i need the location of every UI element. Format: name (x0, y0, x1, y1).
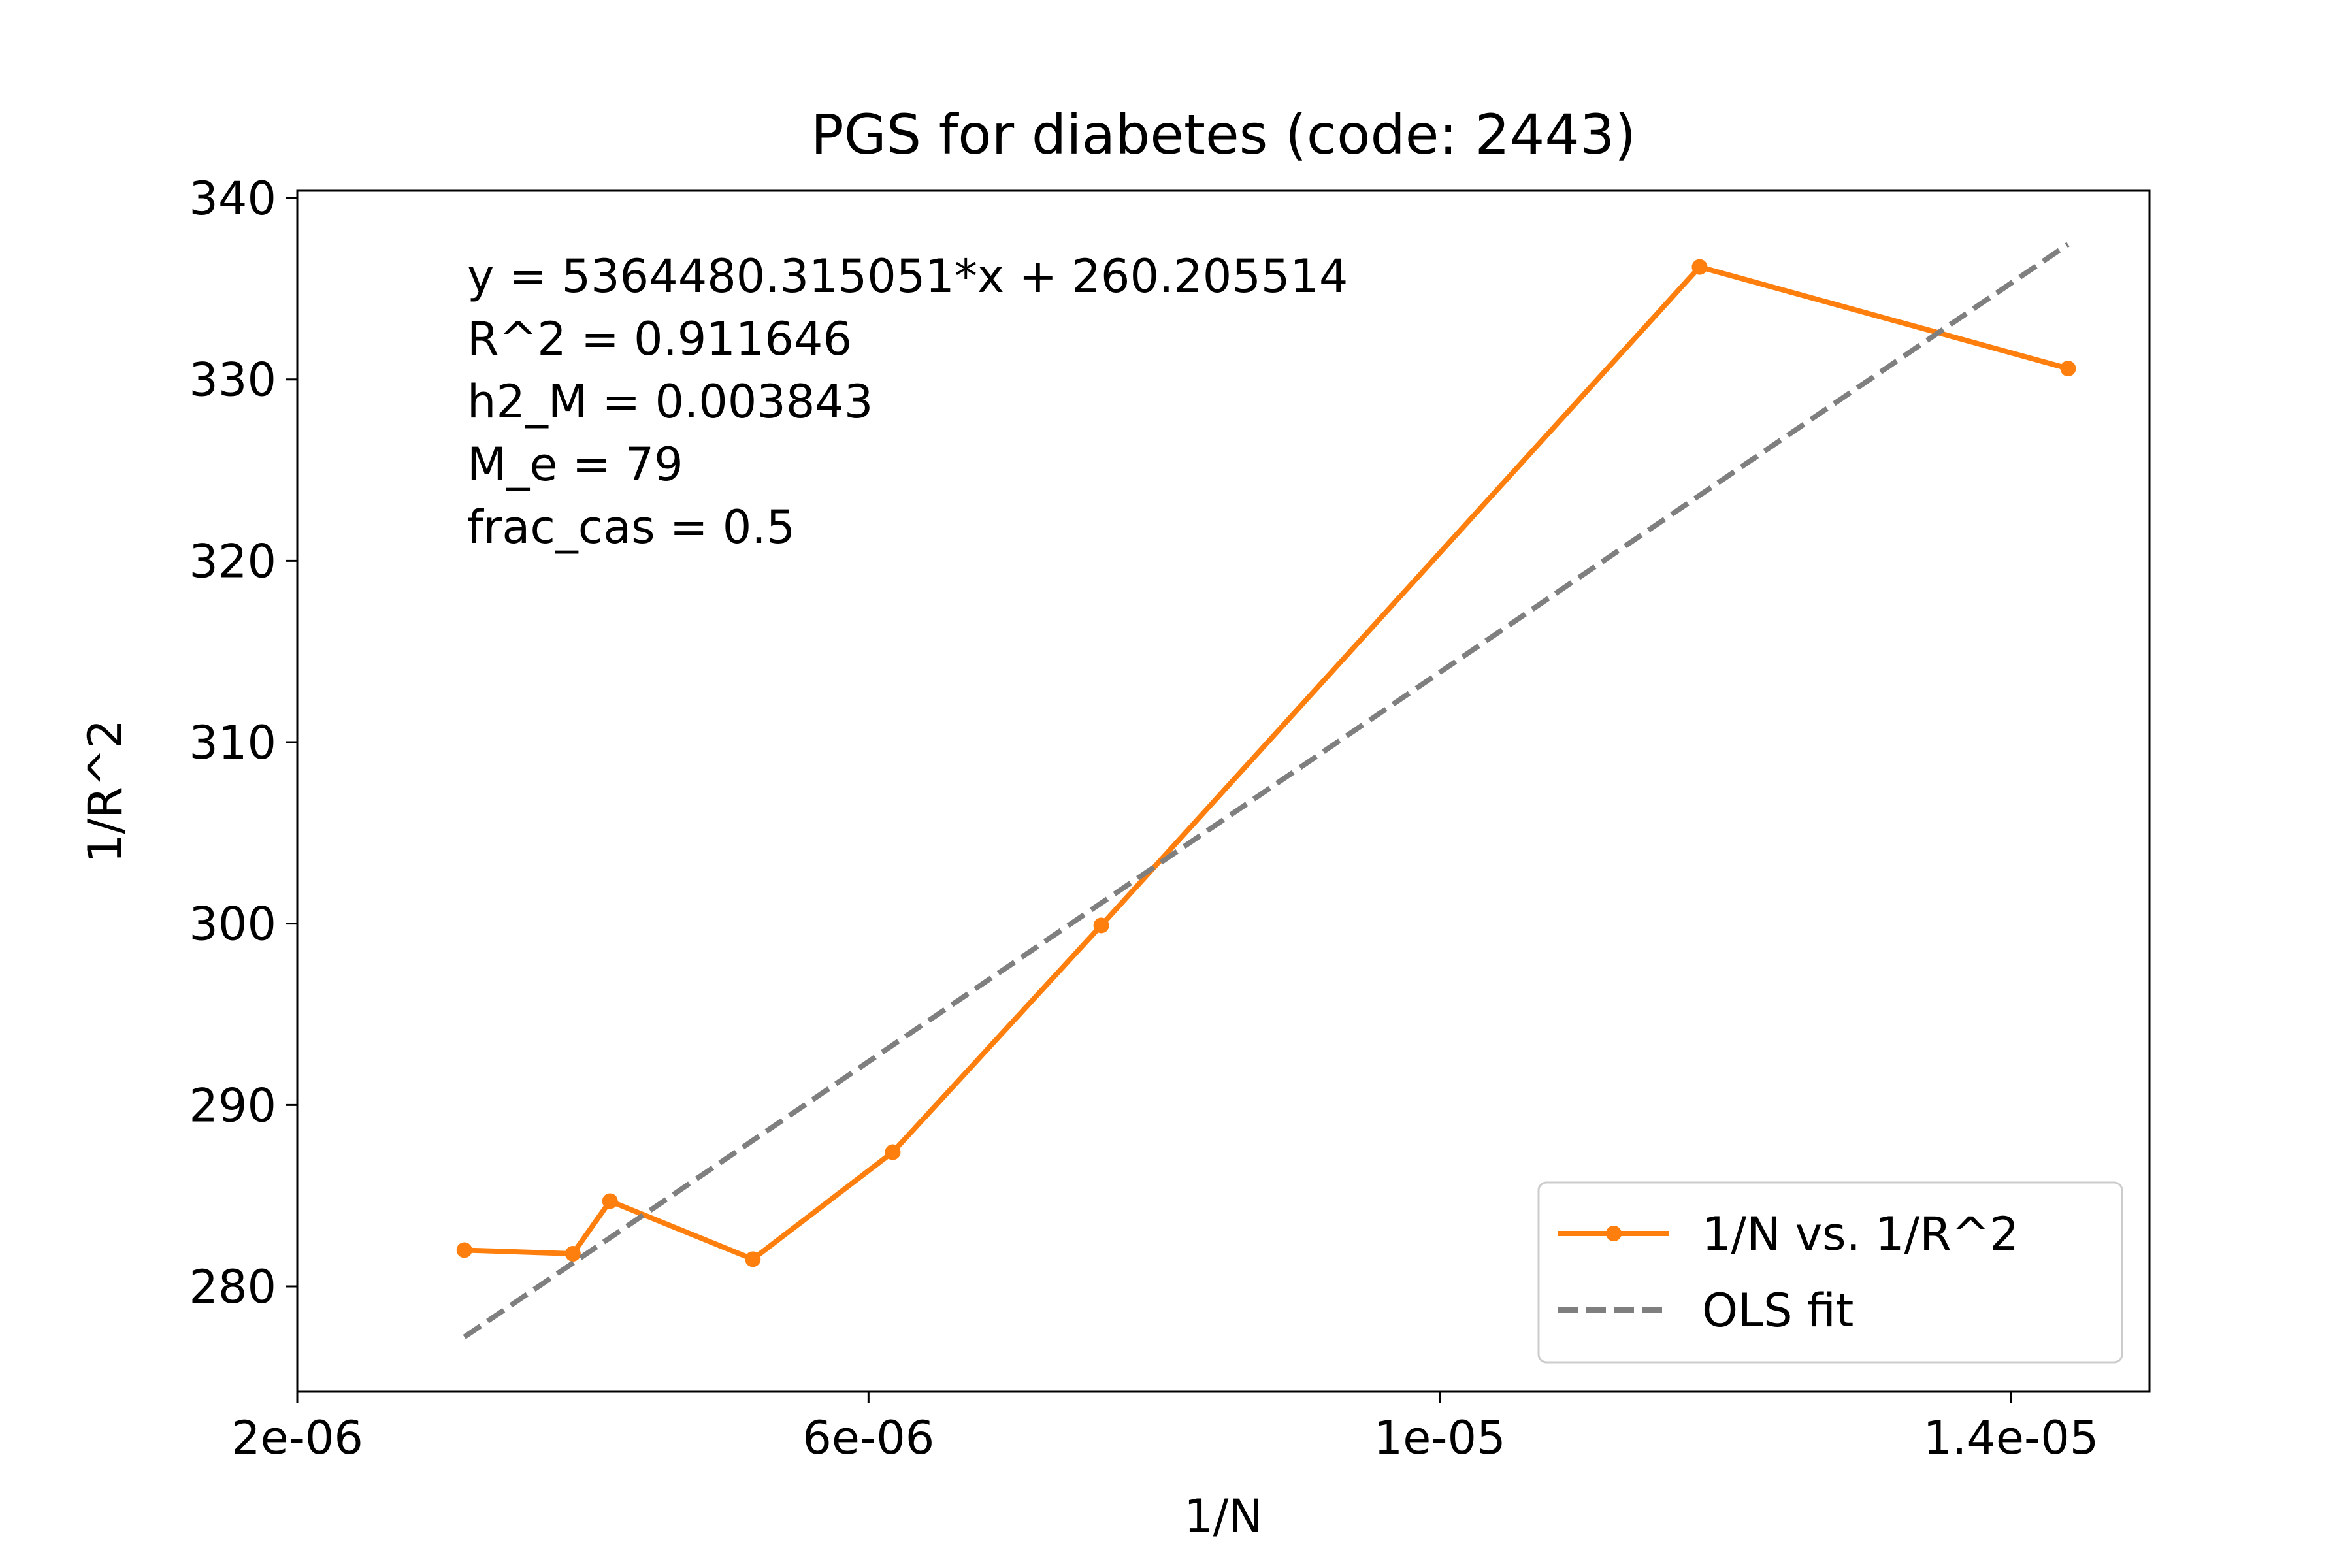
y-tick-label: 310 (189, 716, 276, 770)
x-tick-label: 6e-06 (802, 1411, 934, 1465)
legend-box (1537, 1181, 2123, 1364)
y-tick-label: 280 (189, 1260, 276, 1314)
legend-swatch-marker (1606, 1226, 1622, 1241)
annotation-line: frac_cas = 0.5 (467, 500, 795, 554)
legend: 1/N vs. 1/R^2 OLS fit (1537, 1181, 2123, 1364)
data-point (1691, 259, 1708, 275)
data-point (1093, 917, 1109, 934)
data-point (885, 1144, 901, 1160)
y-tick-label: 300 (189, 898, 276, 951)
legend-label: OLS fit (1702, 1284, 1854, 1337)
series-layer (456, 242, 2076, 1339)
series-line-1-n-vs-1-r2 (461, 264, 2072, 1262)
y-axis-label: 1/R^2 (78, 719, 132, 863)
y-tick-label: 340 (189, 172, 276, 225)
x-tick-label: 1e-05 (1374, 1411, 1506, 1465)
x-axis: 2e-06 6e-06 1e-05 1.4e-05 (231, 1392, 2099, 1465)
y-tick-label: 320 (189, 534, 276, 588)
data-point (602, 1193, 618, 1209)
y-tick-label: 330 (189, 353, 276, 407)
annotation-line: y = 5364480.315051*x + 260.205514 (467, 250, 1348, 303)
axes-frame (296, 189, 2151, 1393)
data-point (564, 1245, 581, 1262)
annotation-line: R^2 = 0.911646 (467, 312, 852, 366)
plot-area (296, 189, 2151, 1393)
series-line-ols-fit (463, 242, 2070, 1339)
annotation-line: h2_M = 0.003843 (467, 375, 873, 429)
data-point (2060, 361, 2076, 377)
y-axis: 280 290 300 310 320 330 340 (189, 172, 297, 1314)
fit-annotation: y = 5364480.315051*x + 260.205514 R^2 = 0… (467, 250, 1348, 554)
chart-title: PGS for diabetes (code: 2443) (811, 103, 1636, 167)
y-tick-label: 290 (189, 1079, 276, 1132)
x-axis-label: 1/N (1184, 1490, 1262, 1543)
annotation-line: M_e = 79 (467, 438, 683, 491)
data-point (456, 1242, 472, 1258)
data-point (745, 1251, 761, 1267)
x-tick-label: 2e-06 (231, 1411, 363, 1465)
x-tick-label: 1.4e-05 (1923, 1411, 2099, 1465)
legend-label: 1/N vs. 1/R^2 (1702, 1207, 2019, 1261)
